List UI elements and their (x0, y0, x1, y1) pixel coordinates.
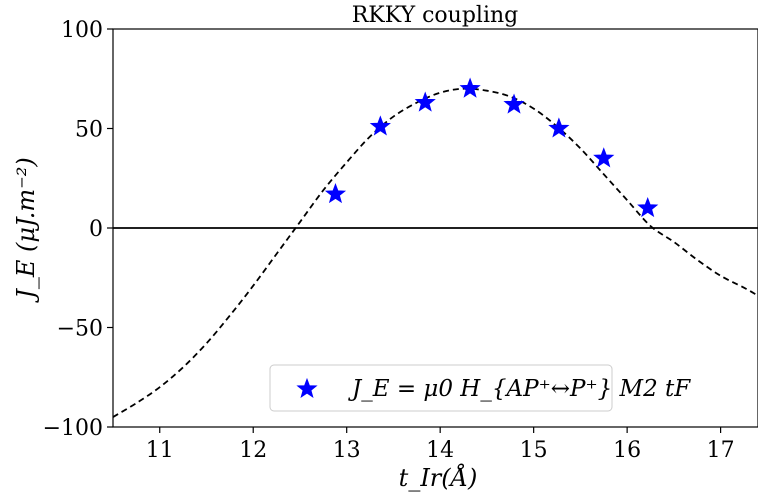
x-tick-label: 16 (613, 438, 641, 463)
y-axis-title: J_E (μJ.m⁻²) (12, 157, 40, 304)
data-point-star (369, 115, 391, 136)
x-axis-ticks: 11 12 13 14 15 16 17 (146, 427, 735, 463)
y-axis-ticks: −100 −50 0 50 100 (43, 18, 113, 441)
data-point-star (503, 93, 525, 114)
x-tick-label: 15 (520, 438, 548, 463)
legend-star-marker (296, 377, 318, 399)
chart-title: RKKY coupling (352, 3, 519, 28)
x-tick-label: 17 (707, 438, 735, 463)
legend-star (296, 377, 318, 399)
legend-label: J_E = μ0 H_{AP⁺↔P⁺} M2 tF (348, 376, 691, 402)
data-points (324, 77, 659, 218)
data-point-star (459, 77, 481, 98)
x-tick-label: 11 (146, 438, 174, 463)
x-tick-label: 13 (333, 438, 361, 463)
x-tick-label: 14 (426, 438, 454, 463)
data-point-star (548, 117, 570, 138)
x-axis-title: t_Ir(Å) (399, 463, 478, 492)
data-point-star (593, 147, 615, 168)
legend: J_E = μ0 H_{AP⁺↔P⁺} M2 tF (269, 364, 691, 412)
data-point-star (414, 91, 436, 112)
y-tick-label: −50 (57, 317, 103, 342)
y-tick-label: 100 (61, 18, 103, 43)
y-tick-label: 0 (89, 217, 103, 242)
fit-curve-group (112, 87, 758, 418)
y-tick-label: 50 (75, 118, 103, 143)
legend-box (269, 364, 613, 412)
y-tick-label: −100 (43, 416, 103, 441)
data-point-star (324, 183, 347, 204)
fit-curve (112, 87, 758, 418)
data-point-star (637, 196, 659, 218)
x-tick-label: 12 (239, 438, 267, 463)
